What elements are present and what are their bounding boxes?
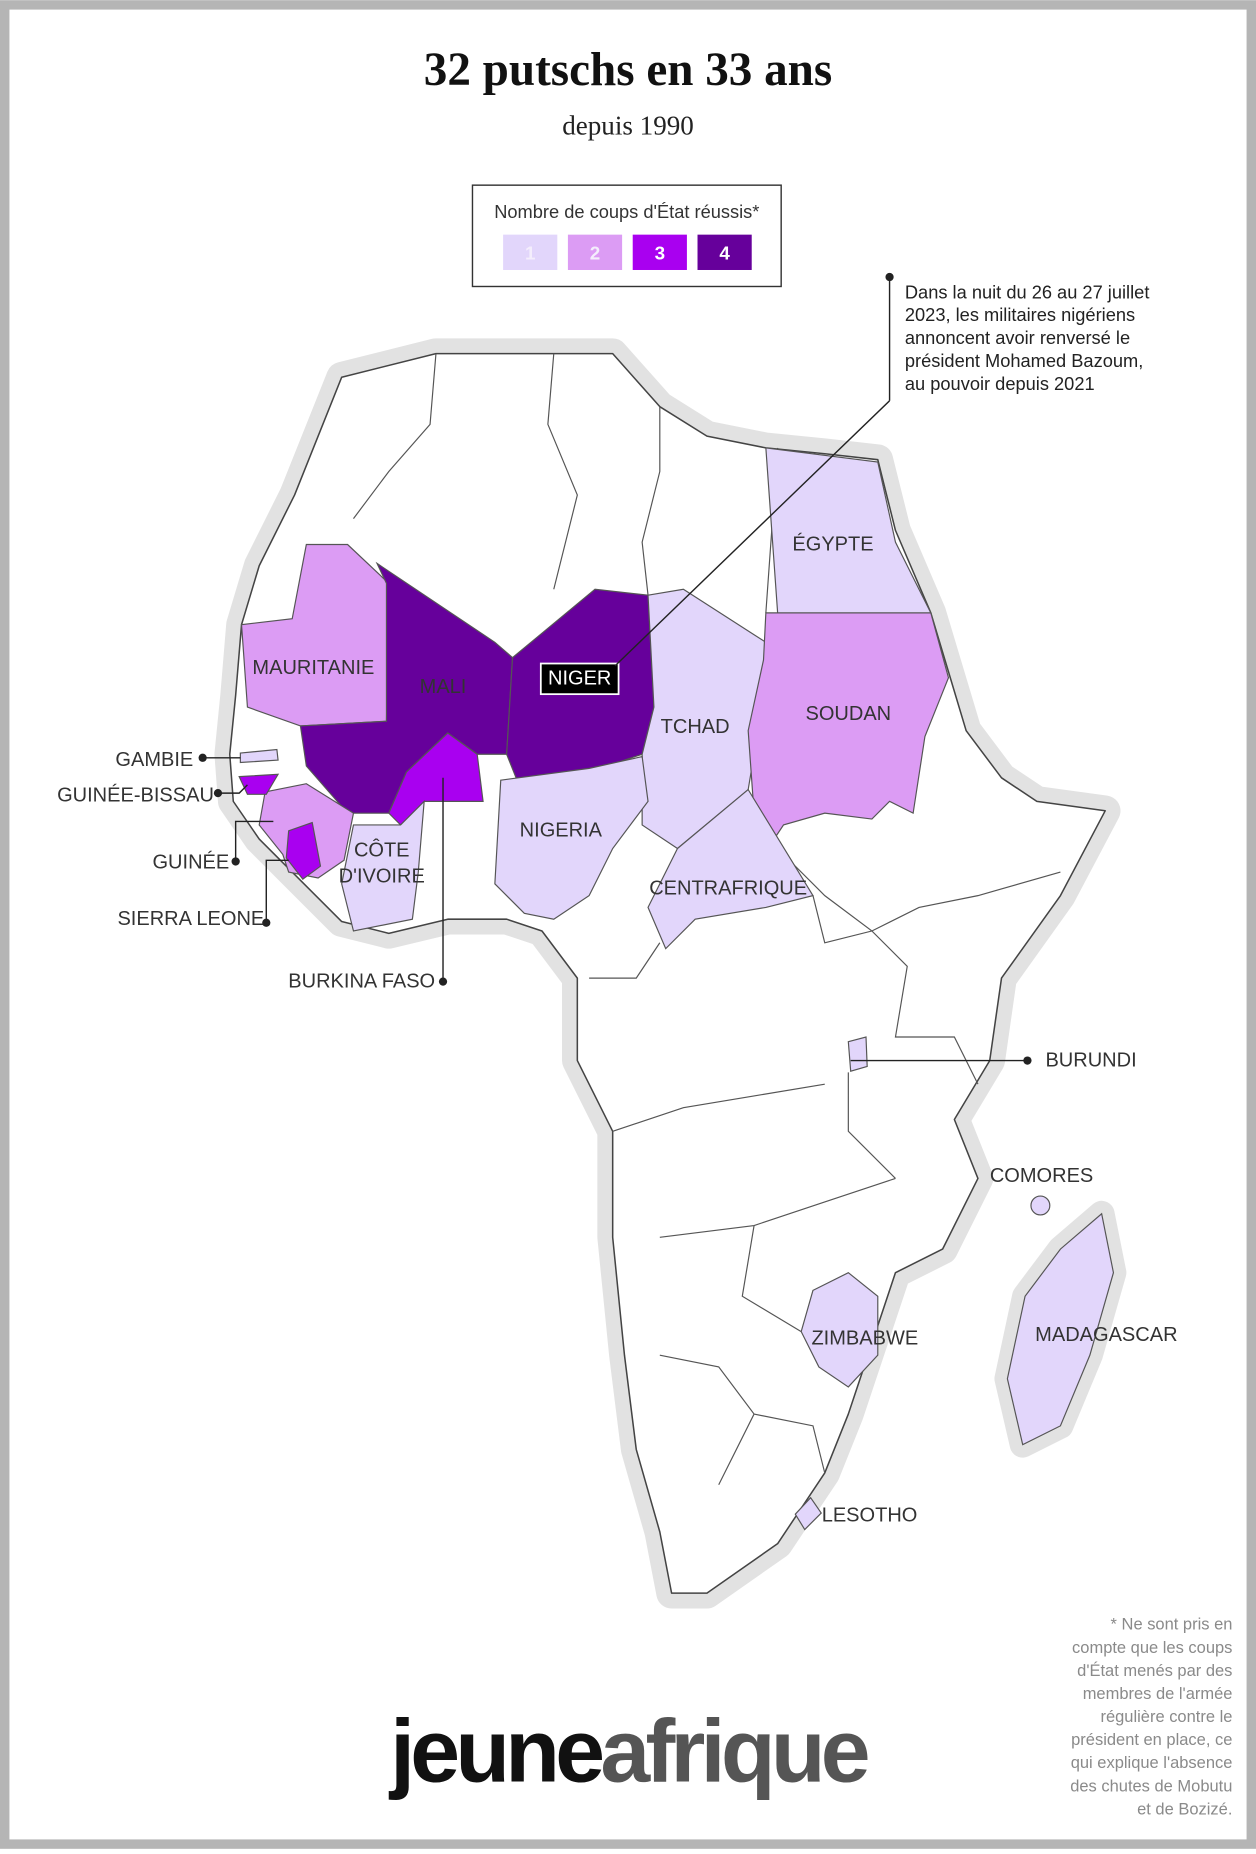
country-label: BURUNDI (1045, 1049, 1136, 1071)
annotation-leader (614, 400, 891, 667)
annotation-text: annoncent avoir renversé le (905, 327, 1130, 348)
country-label: ZIMBABWE (811, 1328, 918, 1350)
legend-title: Nombre de coups d'État réussis* (494, 201, 759, 222)
leader-dot (198, 753, 207, 762)
legend-swatch (567, 234, 623, 270)
legend-swatch (503, 234, 558, 270)
footnote-text: d'État menés par des (1077, 1661, 1232, 1680)
country-shape (285, 821, 322, 880)
annotation-text: 2023, les militaires nigériens (905, 304, 1135, 325)
subtitle: depuis 1990 (562, 110, 694, 140)
footnote: * Ne sont pris en compte que les coups d'É… (1070, 1616, 1232, 1819)
footnote-text: président en place, ce (1071, 1731, 1232, 1749)
countries: MAURITANIE MALI NIGER BURKINA FASO TCHAD SOUD… (57, 447, 1178, 1531)
country-shape (765, 447, 932, 614)
leader-dot (213, 789, 223, 798)
country-shape (800, 1271, 879, 1388)
legend-swatch (697, 234, 752, 270)
legend-value: 1 (525, 242, 535, 263)
leader-line (234, 820, 274, 862)
leader-line (265, 859, 289, 923)
leader-dot (438, 977, 448, 986)
borders (352, 353, 1061, 1486)
country-label: CENTRAFRIQUE (649, 877, 807, 899)
footnote-text: compte que les coups (1072, 1639, 1232, 1657)
title: 32 putschs en 33 ans (424, 44, 832, 96)
country-label: COMORES (990, 1165, 1093, 1187)
logo-part2: afrique (600, 1701, 867, 1801)
country-label: MALI (420, 676, 467, 698)
footnote-text: régulière contre le (1100, 1708, 1232, 1726)
country-label: BURKINA FASO (288, 971, 435, 993)
country-label: MAURITANIE (252, 657, 374, 679)
footnote-text: qui explique l'absence (1071, 1754, 1233, 1772)
country-shape (647, 788, 814, 950)
annotation-text: Dans la nuit du 26 au 27 juillet (905, 281, 1150, 302)
leader-dot (231, 857, 240, 866)
country-label: SOUDAN (806, 703, 892, 725)
country-label: TCHAD (661, 716, 730, 738)
leader-dot (262, 918, 271, 927)
footnote-text: des chutes de Mobutu (1070, 1777, 1232, 1795)
country-shape (341, 799, 425, 932)
logo: jeuneafrique (388, 1701, 868, 1801)
label-box (539, 662, 620, 696)
country-label: GAMBIE (115, 749, 193, 771)
country-label: CÔTE (354, 839, 410, 862)
leader-line (217, 784, 248, 794)
country-label: SIERRA LEONE (117, 908, 264, 930)
country-shape (494, 755, 649, 920)
country-label: MADAGASCAR (1035, 1324, 1177, 1346)
annotation-text: au pouvoir depuis 2021 (905, 373, 1095, 394)
legend-swatch (632, 234, 687, 270)
country-shape (239, 748, 279, 764)
country-shape (1006, 1212, 1115, 1446)
country-shape (1030, 1195, 1051, 1216)
logo-part1: jeune (388, 1701, 602, 1801)
country-label: NIGERIA (520, 820, 603, 842)
country-label: GUINÉE (152, 851, 229, 874)
country-shape (847, 1036, 868, 1072)
legend-value: 4 (719, 242, 730, 263)
leader-dot (1023, 1056, 1032, 1065)
footnote-text: membres de l'armée (1083, 1685, 1233, 1703)
country-label: GUINÉE-BISSAU (57, 783, 214, 806)
country-label: D'IVOIRE (339, 866, 425, 888)
legend-value: 3 (655, 242, 665, 263)
legend-value: 2 (590, 242, 600, 263)
annotation-dot (885, 272, 894, 282)
country-label: LESOTHO (822, 1504, 918, 1526)
footnote-text: et de Bozizé. (1137, 1800, 1232, 1818)
annotation-text: président Mohamed Bazoum, (905, 350, 1143, 371)
footnote-text: * Ne sont pris en (1111, 1616, 1233, 1634)
country-shape (794, 1496, 822, 1531)
country-label: ÉGYPTE (792, 532, 873, 555)
country-label: NIGER (548, 668, 611, 690)
country-shape (747, 612, 950, 844)
